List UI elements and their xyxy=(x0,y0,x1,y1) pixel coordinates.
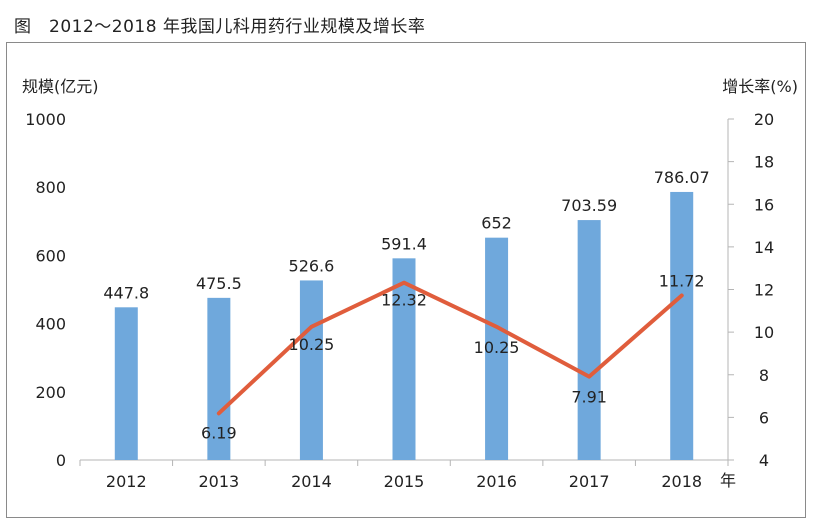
x-tick-label: 2014 xyxy=(291,472,332,491)
x-tick-label: 2017 xyxy=(569,472,610,491)
y-tick-label: 0 xyxy=(56,451,66,470)
bar-value-label: 652 xyxy=(481,214,512,233)
x-tick-label: 2012 xyxy=(106,472,147,491)
bar-value-label: 447.8 xyxy=(103,283,149,302)
rate-value-label: 12.32 xyxy=(381,291,427,310)
rate-value-label: 10.25 xyxy=(474,338,520,357)
figure-title: 图 2012～2018 年我国儿科用药行业规模及增长率 xyxy=(14,17,426,37)
rate-value-label: 10.25 xyxy=(289,335,335,354)
y-axis-title: 规模(亿元) xyxy=(22,77,99,96)
y2-tick-label: 8 xyxy=(759,366,769,385)
x-axis-unit: 年 xyxy=(720,471,736,490)
bar-2014 xyxy=(299,280,323,460)
y2-axis-title: 增长率(%) xyxy=(722,77,798,96)
rate-value-label: 7.91 xyxy=(571,388,607,407)
y2-tick-label: 14 xyxy=(754,238,774,257)
y2-tick-label: 20 xyxy=(754,110,774,129)
bar-value-label: 786.07 xyxy=(654,168,710,187)
y-tick-label: 800 xyxy=(35,178,66,197)
y2-tick-label: 10 xyxy=(754,323,774,342)
y2-tick-label: 6 xyxy=(759,408,769,427)
rate-value-label: 6.19 xyxy=(201,423,237,442)
bar-2017 xyxy=(577,220,601,460)
x-tick-label: 2013 xyxy=(198,472,239,491)
y-tick-label: 1000 xyxy=(25,110,66,129)
bar-2013 xyxy=(207,297,231,460)
bar-2018 xyxy=(670,191,694,460)
x-tick-label: 2016 xyxy=(476,472,517,491)
x-tick-label: 2015 xyxy=(384,472,425,491)
bar-2015 xyxy=(392,258,416,460)
y-tick-label: 200 xyxy=(35,383,66,402)
bar-2016 xyxy=(485,237,509,460)
growth-rate-line xyxy=(216,280,684,416)
y2-tick-label: 16 xyxy=(754,195,774,214)
rate-value-label: 11.72 xyxy=(659,271,705,290)
y2-tick-label: 18 xyxy=(754,153,774,172)
bar-value-label: 526.6 xyxy=(289,256,335,275)
y2-tick-label: 12 xyxy=(754,281,774,300)
y2-tick-label: 4 xyxy=(759,451,769,470)
chart-frame xyxy=(6,42,806,518)
bar-value-label: 703.59 xyxy=(561,196,617,215)
x-tick-label: 2018 xyxy=(661,472,702,491)
y-tick-label: 400 xyxy=(35,315,66,334)
y-tick-label: 600 xyxy=(35,246,66,265)
bar-value-label: 591.4 xyxy=(381,234,427,253)
bar-value-label: 475.5 xyxy=(196,274,242,293)
bar-2012 xyxy=(114,307,138,460)
